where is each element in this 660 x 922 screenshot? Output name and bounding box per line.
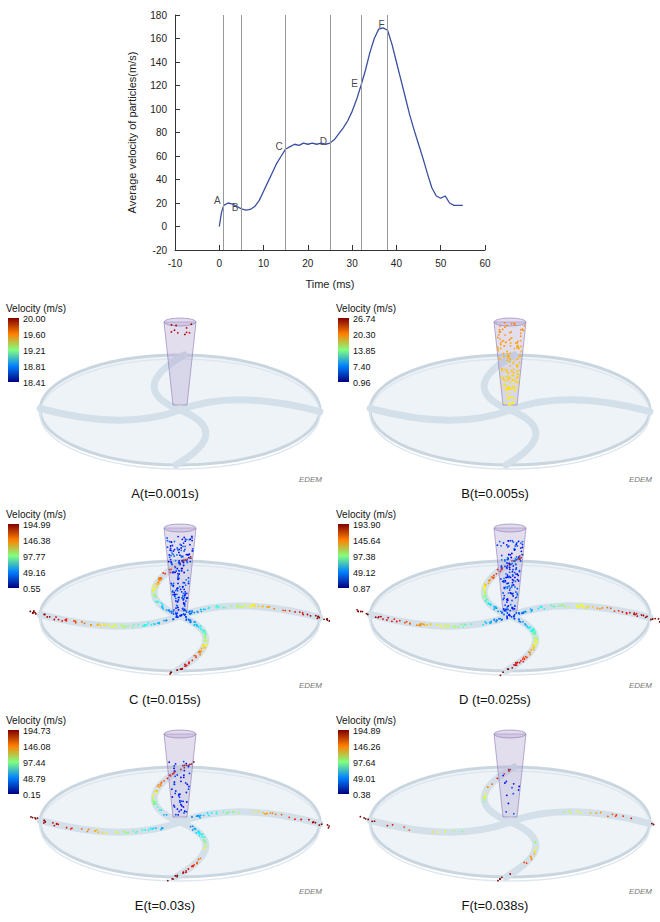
svg-text:20: 20: [302, 258, 314, 269]
svg-text:0.55: 0.55: [23, 584, 41, 594]
svg-text:E(t=0.03s): E(t=0.03s): [135, 898, 195, 913]
svg-text:0.87: 0.87: [353, 584, 371, 594]
svg-text:0.15: 0.15: [23, 790, 41, 800]
svg-text:Velocity (m/s): Velocity (m/s): [336, 509, 396, 520]
svg-text:40: 40: [156, 174, 168, 185]
svg-text:F: F: [378, 18, 385, 30]
svg-text:Velocity (m/s): Velocity (m/s): [6, 715, 66, 726]
svg-text:20.30: 20.30: [353, 330, 376, 340]
svg-text:D: D: [320, 136, 327, 147]
svg-text:97.44: 97.44: [23, 758, 46, 768]
svg-text:194.73: 194.73: [23, 726, 51, 736]
svg-text:140: 140: [150, 57, 167, 68]
svg-text:A(t=0.001s): A(t=0.001s): [131, 486, 199, 501]
svg-text:0.38: 0.38: [353, 790, 371, 800]
svg-text:97.64: 97.64: [353, 758, 376, 768]
svg-text:13.85: 13.85: [353, 346, 376, 356]
svg-text:EDEM: EDEM: [299, 887, 322, 896]
svg-text:26.74: 26.74: [353, 314, 376, 324]
svg-text:194.89: 194.89: [353, 726, 381, 736]
svg-text:18.41: 18.41: [23, 378, 46, 388]
svg-text:0: 0: [161, 221, 167, 232]
svg-text:146.08: 146.08: [23, 742, 51, 752]
svg-text:48.79: 48.79: [23, 774, 46, 784]
svg-text:49.16: 49.16: [23, 568, 46, 578]
svg-text:-10: -10: [168, 258, 183, 269]
svg-text:C (t=0.015s): C (t=0.015s): [129, 692, 201, 707]
svg-text:EDEM: EDEM: [299, 475, 322, 484]
svg-text:180: 180: [150, 10, 167, 21]
svg-text:B(t=0.005s): B(t=0.005s): [461, 486, 529, 501]
svg-text:19.60: 19.60: [23, 330, 46, 340]
svg-text:60: 60: [479, 258, 491, 269]
svg-text:97.38: 97.38: [353, 552, 376, 562]
svg-text:20: 20: [156, 198, 168, 209]
svg-text:40: 40: [391, 258, 403, 269]
svg-text:160: 160: [150, 33, 167, 44]
svg-text:0: 0: [217, 258, 223, 269]
svg-text:F(t=0.038s): F(t=0.038s): [462, 898, 529, 913]
svg-text:49.01: 49.01: [353, 774, 376, 784]
svg-text:80: 80: [156, 127, 168, 138]
svg-text:-20: -20: [153, 245, 168, 256]
svg-text:D (t=0.025s): D (t=0.025s): [459, 692, 531, 707]
svg-text:146.26: 146.26: [353, 742, 381, 752]
svg-text:E: E: [351, 78, 358, 89]
svg-text:20.00: 20.00: [23, 314, 46, 324]
svg-text:Velocity (m/s): Velocity (m/s): [336, 715, 396, 726]
svg-text:EDEM: EDEM: [629, 475, 652, 484]
svg-text:49.12: 49.12: [353, 568, 376, 578]
svg-text:A: A: [214, 195, 221, 206]
svg-text:19.21: 19.21: [23, 346, 46, 356]
svg-text:Velocity (m/s): Velocity (m/s): [336, 303, 396, 314]
svg-text:194.99: 194.99: [23, 520, 51, 530]
svg-text:193.90: 193.90: [353, 520, 381, 530]
svg-text:EDEM: EDEM: [629, 681, 652, 690]
svg-text:EDEM: EDEM: [299, 681, 322, 690]
svg-text:120: 120: [150, 80, 167, 91]
svg-text:10: 10: [258, 258, 270, 269]
svg-text:EDEM: EDEM: [629, 887, 652, 896]
svg-text:97.77: 97.77: [23, 552, 46, 562]
svg-text:Velocity (m/s): Velocity (m/s): [6, 303, 66, 314]
svg-text:Average velocity of particles(: Average velocity of particles(m/s): [126, 52, 138, 214]
svg-text:C: C: [275, 141, 282, 152]
svg-text:0.96: 0.96: [353, 378, 371, 388]
svg-text:Time (ms): Time (ms): [305, 278, 354, 290]
svg-text:100: 100: [150, 104, 167, 115]
svg-text:B: B: [231, 202, 239, 214]
svg-text:Velocity (m/s): Velocity (m/s): [6, 509, 66, 520]
svg-text:146.38: 146.38: [23, 536, 51, 546]
svg-text:30: 30: [347, 258, 359, 269]
svg-text:60: 60: [156, 151, 168, 162]
svg-text:18.81: 18.81: [23, 362, 46, 372]
svg-text:7.40: 7.40: [353, 362, 371, 372]
svg-text:50: 50: [435, 258, 447, 269]
svg-text:145.64: 145.64: [353, 536, 381, 546]
